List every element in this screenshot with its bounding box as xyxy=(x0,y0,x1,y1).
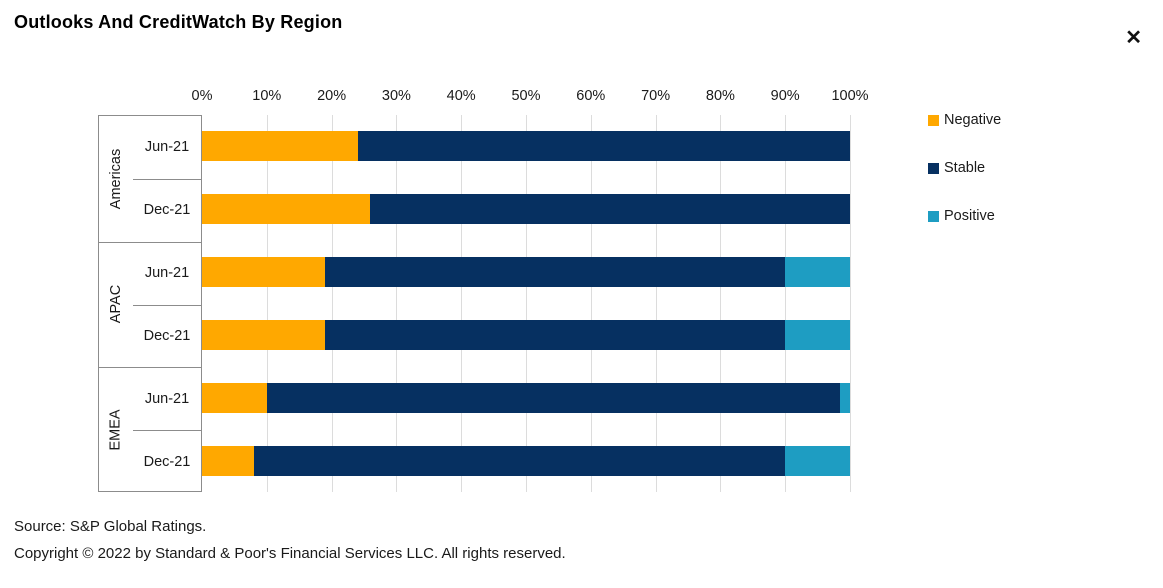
region-label-cell: Americas xyxy=(99,116,133,242)
gridline xyxy=(785,115,786,492)
category-axis: Americas Jun-21 Dec-21 APAC Jun-21 Dec-21 EMEA… xyxy=(98,115,202,492)
x-axis-tick-label: 80% xyxy=(705,88,735,104)
x-axis-tick-label: 0% xyxy=(191,88,213,104)
page-title: Outlooks And CreditWatch By Region xyxy=(14,12,343,32)
bar-segment-stable xyxy=(325,257,786,288)
x-axis-tick-label: 70% xyxy=(641,88,671,104)
gridline xyxy=(461,115,462,492)
x-axis-tick-label: 60% xyxy=(576,88,606,104)
footer-source: Source: S&P Global Ratings. xyxy=(14,518,207,535)
date-label-cell: Dec-21 xyxy=(133,305,201,368)
row-separator xyxy=(133,430,201,432)
bar-segment-positive xyxy=(785,257,850,288)
date-label-cell: Jun-21 xyxy=(133,242,201,305)
date-label-cell: Dec-21 xyxy=(133,179,201,242)
gridline xyxy=(850,115,851,492)
x-axis-tick-label: 30% xyxy=(381,88,411,104)
gridline xyxy=(526,115,527,492)
bar-segment-negative xyxy=(202,445,254,476)
close-icon[interactable]: ✕ xyxy=(1125,27,1142,49)
group-separator xyxy=(99,241,201,243)
date-label-cell: Jun-21 xyxy=(133,116,201,179)
x-axis-tick-label: 40% xyxy=(446,88,476,104)
bar-segment-stable xyxy=(266,382,841,413)
gridline xyxy=(396,115,397,492)
bar-segment-negative xyxy=(202,382,267,413)
date-label-cell: Jun-21 xyxy=(133,367,201,430)
date-label: Jun-21 xyxy=(144,265,190,282)
date-label: Dec-21 xyxy=(143,453,191,470)
bar-row xyxy=(202,319,850,350)
bar-row xyxy=(202,382,850,413)
legend-swatch-icon xyxy=(928,210,939,222)
x-axis-tick-label: 50% xyxy=(511,88,541,104)
x-axis-tick-label: 90% xyxy=(770,88,800,104)
legend-label: Stable xyxy=(944,160,986,176)
legend-item-stable: Stable xyxy=(928,160,985,176)
row-separator xyxy=(133,304,201,306)
region-label: EMEA xyxy=(108,409,124,451)
date-label: Jun-21 xyxy=(144,139,190,156)
date-label: Dec-21 xyxy=(143,202,191,219)
x-axis-tick-label: 10% xyxy=(252,88,282,104)
x-axis: 0% 10% 20% 30% 40% 50% 60% 70% 80% 90% 100% xyxy=(0,88,1163,106)
footer-copyright: Copyright © 2022 by Standard & Poor's Fi… xyxy=(14,545,566,562)
bar-row xyxy=(202,194,850,225)
x-axis-tick-label: 100% xyxy=(831,88,869,104)
legend-label: Negative xyxy=(944,112,1002,128)
bar-row xyxy=(202,131,850,162)
legend-swatch-icon xyxy=(928,114,939,126)
region-label: Americas xyxy=(108,148,124,210)
plot-area xyxy=(202,115,851,492)
bar-segment-negative xyxy=(202,257,326,288)
legend-item-negative: Negative xyxy=(928,112,1001,128)
legend: Negative Stable Positive xyxy=(928,112,1148,252)
bar-segment-positive xyxy=(840,382,850,413)
legend-item-positive: Positive xyxy=(928,208,995,224)
region-label-cell: APAC xyxy=(99,242,133,368)
date-label-cell: Dec-21 xyxy=(133,430,201,493)
legend-label: Positive xyxy=(944,208,995,224)
region-label-cell: EMEA xyxy=(99,367,133,493)
bar-segment-stable xyxy=(253,445,786,476)
bar-segment-negative xyxy=(202,194,371,225)
bar-segment-positive xyxy=(785,445,850,476)
date-label: Jun-21 xyxy=(144,390,190,407)
bar-row xyxy=(202,257,850,288)
region-label: APAC xyxy=(108,285,125,324)
gridline xyxy=(591,115,592,492)
gridline xyxy=(656,115,657,492)
gridline xyxy=(332,115,333,492)
x-axis-tick-label: 20% xyxy=(317,88,347,104)
gridline xyxy=(267,115,268,492)
gridline xyxy=(720,115,721,492)
bar-segment-stable xyxy=(357,131,850,162)
bar-segment-negative xyxy=(202,131,358,162)
group-separator xyxy=(99,367,201,369)
bar-row xyxy=(202,445,850,476)
bar-segment-positive xyxy=(785,319,850,350)
row-separator xyxy=(133,178,201,180)
bar-segment-negative xyxy=(202,319,326,350)
bar-segment-stable xyxy=(370,194,850,225)
date-label: Dec-21 xyxy=(143,327,191,344)
bar-segment-stable xyxy=(325,319,786,350)
legend-swatch-icon xyxy=(928,162,939,174)
